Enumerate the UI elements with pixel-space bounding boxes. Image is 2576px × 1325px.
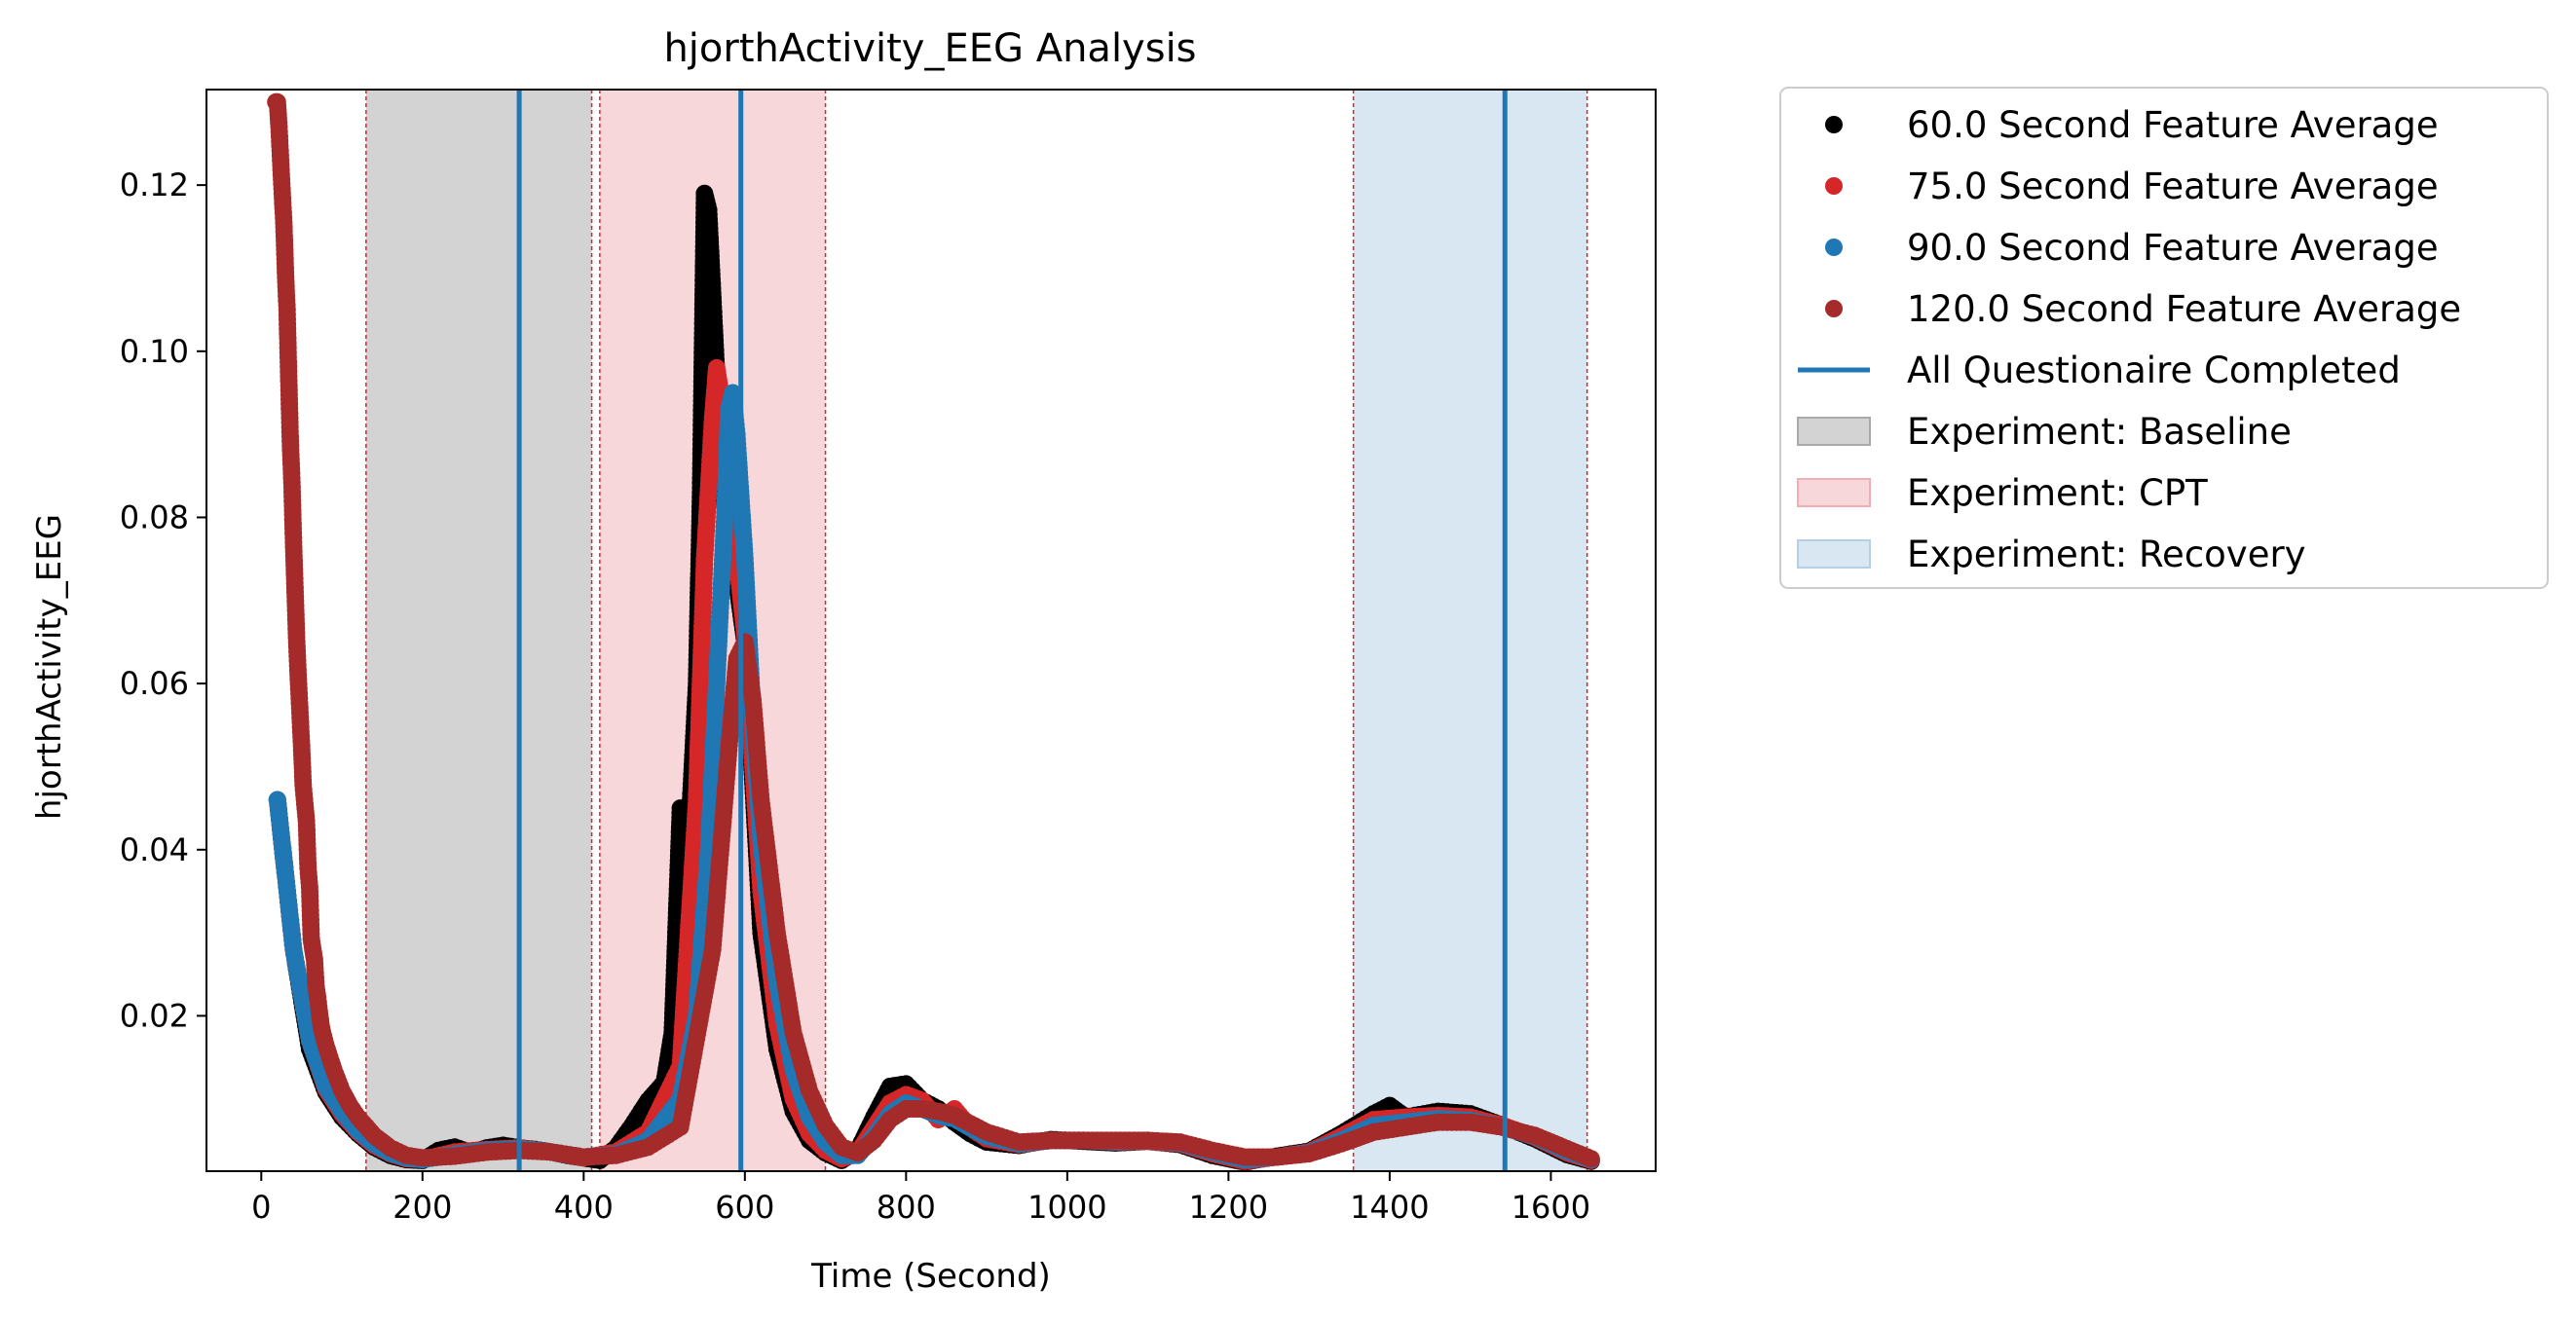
shaded-region-2 — [1353, 90, 1587, 1171]
shaded-region-0 — [365, 90, 592, 1171]
plot-area — [205, 89, 1657, 1172]
region-boundaries — [365, 90, 1588, 1171]
x-axis-ticks: 0 200 400 600 800 1000 1200 1400 1600 — [251, 1171, 1590, 1226]
legend-marker-series-0 — [1825, 116, 1843, 133]
legend-label-region-2: Experiment: Recovery — [1907, 534, 2306, 575]
legend-swatch-region-0 — [1797, 417, 1871, 446]
y-tick-label-1: 0.04 — [120, 831, 189, 868]
x-tick-label-1: 200 — [392, 1189, 452, 1226]
legend-label-series-1: 75.0 Second Feature Average — [1907, 166, 2439, 207]
series-layer — [267, 92, 1600, 1171]
legend-label-series-0: 60.0 Second Feature Average — [1907, 104, 2439, 146]
legend: 60.0 Second Feature Average 75.0 Second F… — [1779, 87, 2549, 589]
legend-label-series-2: 90.0 Second Feature Average — [1907, 227, 2439, 269]
x-axis-label: Time (Second) — [810, 1257, 1051, 1296]
y-axis-ticks: 0.02 0.04 0.06 0.08 0.10 0.12 — [120, 166, 206, 1034]
legend-marker-series-2 — [1825, 239, 1843, 256]
x-tick-label-3: 600 — [715, 1189, 774, 1226]
legend-label-series-3: 120.0 Second Feature Average — [1907, 288, 2461, 330]
series-3 — [267, 92, 1600, 1168]
legend-swatch-region-1 — [1797, 478, 1871, 507]
legend-label-region-1: Experiment: CPT — [1907, 472, 2208, 514]
legend-label-region-0: Experiment: Baseline — [1907, 411, 2292, 453]
x-tick-label-2: 400 — [554, 1189, 614, 1226]
y-tick-label-4: 0.10 — [120, 333, 189, 370]
y-axis-label: hjorthActivity_EEG — [30, 514, 69, 820]
x-tick-label-7: 1400 — [1350, 1189, 1429, 1226]
series-3-point-688 — [1582, 1150, 1600, 1168]
x-tick-label-8: 1600 — [1512, 1189, 1590, 1226]
legend-marker-series-1 — [1825, 177, 1843, 195]
x-tick-label-4: 800 — [877, 1189, 936, 1226]
legend-marker-series-3 — [1825, 300, 1843, 317]
y-tick-label-5: 0.12 — [120, 166, 189, 203]
legend-swatch-region-2 — [1797, 539, 1871, 569]
plot-frame — [205, 89, 1657, 1172]
x-tick-label-6: 1200 — [1189, 1189, 1268, 1226]
chart-title: hjorthActivity_EEG Analysis — [663, 26, 1196, 71]
y-tick-label-2: 0.06 — [120, 665, 189, 702]
legend-frame — [1779, 87, 2549, 589]
x-tick-label-5: 1000 — [1027, 1189, 1106, 1226]
y-tick-label-3: 0.08 — [120, 498, 189, 535]
y-tick-label-0: 0.02 — [120, 997, 189, 1034]
questionnaire-lines — [516, 90, 1508, 1171]
x-tick-label-0: 0 — [251, 1189, 271, 1226]
shaded-regions — [365, 90, 1587, 1171]
legend-label-questionnaire: All Questionaire Completed — [1907, 350, 2401, 391]
